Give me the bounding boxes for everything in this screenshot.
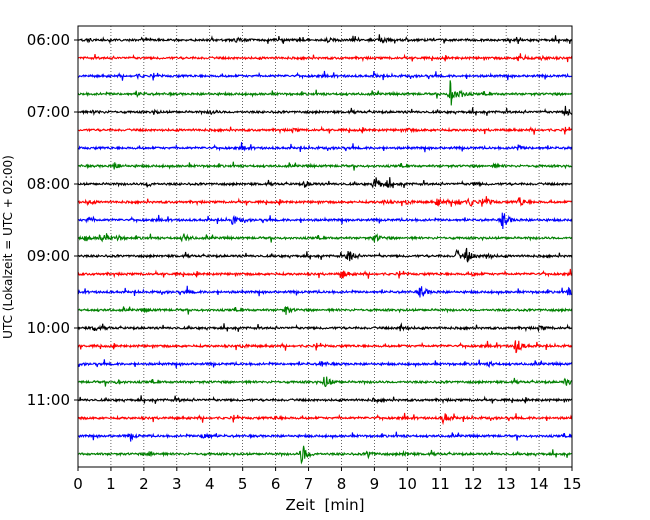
y-tick-label: 09:00 — [27, 247, 70, 265]
trace-0945 — [77, 305, 573, 315]
trace-1115 — [77, 412, 573, 426]
x-tick-label: 3 — [172, 475, 182, 493]
x-tick-label: 6 — [271, 475, 281, 493]
trace-1015 — [77, 340, 573, 354]
x-tick-label: 15 — [562, 475, 581, 493]
x-tick-label: 14 — [530, 475, 549, 493]
y-tick-label: 11:00 — [27, 391, 70, 409]
trace-0900 — [77, 247, 573, 263]
x-tick-label: 9 — [370, 475, 380, 493]
y-axis-ticks: 06:00 07:00 08:00 09:00 10:00 11:00 — [27, 31, 78, 409]
trace-0930 — [77, 285, 573, 298]
trace-0700 — [77, 105, 573, 117]
y-tick-label: 08:00 — [27, 175, 70, 193]
x-tick-label: 11 — [431, 475, 450, 493]
trace-0915 — [77, 268, 573, 279]
x-tick-label: 7 — [304, 475, 314, 493]
trace-0630 — [77, 70, 573, 81]
y-tick-label: 10:00 — [27, 319, 70, 337]
x-tick-label: 4 — [205, 475, 215, 493]
trace-0845 — [77, 233, 573, 243]
seismogram-traces — [77, 34, 573, 465]
trace-0600 — [77, 34, 573, 45]
x-tick-label: 13 — [497, 475, 516, 493]
x-tick-label: 0 — [73, 475, 83, 493]
trace-0815 — [77, 196, 573, 207]
y-tick-label: 07:00 — [27, 103, 70, 121]
trace-1100 — [77, 395, 573, 405]
x-tick-label: 1 — [106, 475, 116, 493]
trace-0715 — [77, 125, 573, 135]
trace-0745 — [77, 161, 573, 171]
x-tick-label: 5 — [238, 475, 248, 493]
x-tick-label: 8 — [337, 475, 347, 493]
trace-0800 — [77, 177, 573, 189]
x-tick-label: 2 — [139, 475, 149, 493]
x-tick-label: 10 — [398, 475, 417, 493]
trace-0615 — [77, 53, 573, 63]
trace-1045 — [77, 376, 573, 388]
trace-1000 — [77, 322, 573, 333]
trace-1145 — [77, 445, 573, 465]
trace-1030 — [77, 359, 573, 369]
y-tick-label: 06:00 — [27, 31, 70, 49]
trace-1130 — [77, 431, 573, 442]
trace-0830 — [77, 212, 573, 230]
trace-0645 — [77, 80, 573, 106]
x-tick-label: 12 — [464, 475, 483, 493]
x-axis-label: Zeit [min] — [285, 496, 364, 514]
trace-0730 — [77, 142, 573, 153]
x-axis-ticks: 0 1 2 3 4 5 6 7 8 9 10 11 12 13 14 15 — [73, 467, 582, 493]
y-axis-label: UTC (Lokalzeit = UTC + 02:00) — [1, 155, 15, 339]
plot-frame — [77, 25, 573, 468]
